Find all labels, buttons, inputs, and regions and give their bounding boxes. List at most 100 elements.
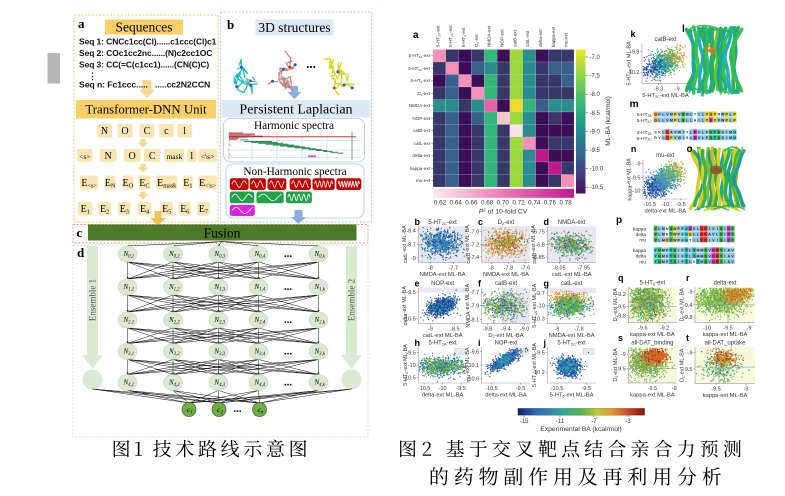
svg-text:M: M <box>696 249 699 253</box>
svg-text:delta-ext ML-BA: delta-ext ML-BA <box>645 209 687 215</box>
svg-text:-9.0: -9.0 <box>590 129 601 135</box>
svg-text:L: L <box>658 118 661 122</box>
svg-text:L: L <box>702 118 705 122</box>
svg-text:L: L <box>702 130 705 134</box>
svg-text:...: ... <box>284 346 293 358</box>
svg-text:NMDA-ext ML-BA: NMDA-ext ML-BA <box>549 333 595 339</box>
svg-text:G: G <box>685 227 688 231</box>
svg-text:W: W <box>721 113 725 117</box>
svg-text:N4,k: N4,k <box>314 379 326 389</box>
svg-text:N0,4: N0,4 <box>254 250 266 260</box>
svg-text:-7.2: -7.2 <box>470 242 479 248</box>
svg-text:E3: E3 <box>120 204 129 216</box>
svg-text:C: C <box>701 227 704 231</box>
svg-text:O: O <box>121 126 128 137</box>
svg-text:-9.5: -9.5 <box>590 148 601 154</box>
svg-text:P: P <box>674 113 677 117</box>
svg-text:D3-ext: D3-ext <box>417 91 430 97</box>
svg-text:h: h <box>415 338 421 348</box>
svg-text:-9: -9 <box>672 386 677 392</box>
svg-text:C: C <box>701 233 704 237</box>
svg-text:Y: Y <box>654 227 657 231</box>
svg-text:L: L <box>716 233 719 237</box>
svg-text:F: F <box>681 227 684 231</box>
svg-text:EC: EC <box>139 178 149 190</box>
svg-text:a: a <box>78 16 85 31</box>
svg-text:S: S <box>670 227 673 231</box>
svg-text:EN: EN <box>105 178 116 190</box>
svg-text:0.64: 0.64 <box>450 200 463 207</box>
svg-text:S: S <box>654 130 657 134</box>
svg-text:-9.8: -9.8 <box>683 315 692 321</box>
svg-text:-9.5: -9.5 <box>631 175 640 181</box>
svg-text:5-HT2A-ext: 5-HT2A-ext <box>408 53 430 59</box>
svg-text:5-HT6-ext: 5-HT6-ext <box>461 27 467 47</box>
svg-text:catB-ext ML-BA: catB-ext ML-BA <box>531 225 538 264</box>
svg-text:Y: Y <box>731 238 734 242</box>
svg-text:M: M <box>729 130 732 134</box>
svg-text:NMDA-ext ML-BA: NMDA-ext ML-BA <box>420 272 466 278</box>
svg-text:T: T <box>693 254 696 258</box>
svg-text:<s>: <s> <box>79 152 90 161</box>
svg-text:5-HT2A-ext: 5-HT2A-ext <box>428 341 457 347</box>
svg-text:N0,2: N0,2 <box>168 250 180 260</box>
svg-text:M: M <box>662 238 665 242</box>
svg-text:catL-ext ML-BA: catL-ext ML-BA <box>552 272 592 278</box>
svg-text:Y: Y <box>731 227 734 231</box>
svg-text:j: j <box>543 338 547 348</box>
svg-text:5-HT2C-ext ML-BA: 5-HT2C-ext ML-BA <box>642 93 689 99</box>
svg-text:5-HT2A: 5-HT2A <box>637 130 652 136</box>
svg-text:V: V <box>712 238 715 242</box>
svg-text:-6.75: -6.75 <box>532 230 545 236</box>
svg-text:L: L <box>690 113 693 117</box>
svg-text:D: D <box>712 254 715 258</box>
svg-text:k: k <box>631 29 637 39</box>
svg-text:N3,4: N3,4 <box>254 348 266 358</box>
svg-text:q: q <box>618 273 624 283</box>
svg-text:S: S <box>674 254 677 258</box>
svg-text:G: G <box>654 113 657 117</box>
svg-text:L: L <box>658 227 661 231</box>
svg-text:all-DAT_binding: all-DAT_binding <box>631 341 673 347</box>
svg-text:T: T <box>693 249 696 253</box>
svg-text:-11: -11 <box>556 418 565 425</box>
svg-text:5-HT2C-ext: 5-HT2C-ext <box>557 341 586 347</box>
svg-text:delta: delta <box>636 232 647 238</box>
svg-text:S: S <box>704 254 707 258</box>
svg-text:...: ... <box>284 248 293 260</box>
svg-text:E<\s>: E<\s> <box>199 178 217 190</box>
svg-text:-9: -9 <box>621 352 626 358</box>
svg-text:kappa-ext ML-BA: kappa-ext ML-BA <box>703 393 748 399</box>
svg-text:kappa-ext ML-BA: kappa-ext ML-BA <box>703 332 748 338</box>
svg-text:D: D <box>710 118 713 122</box>
svg-text:A: A <box>694 118 697 122</box>
svg-text:A: A <box>708 233 711 237</box>
svg-text:C: C <box>693 260 696 264</box>
svg-text:catB-ext: catB-ext <box>654 37 676 43</box>
svg-text:I: I <box>724 233 725 237</box>
svg-text:A: A <box>727 249 730 253</box>
svg-text:C: C <box>666 136 669 140</box>
svg-text:c: c <box>478 217 483 227</box>
svg-text:M: M <box>662 227 665 231</box>
svg-text:5-HT6-ext ML-BA: 5-HT6-ext ML-BA <box>403 344 409 386</box>
svg-text:D: D <box>727 238 730 242</box>
svg-text:Non-Harmonic spectra: Non-Harmonic spectra <box>243 166 346 178</box>
svg-text:L: L <box>686 118 689 122</box>
svg-text:T: T <box>697 260 700 264</box>
svg-text:I: I <box>678 254 679 258</box>
svg-text:P: P <box>678 227 681 231</box>
svg-text:I: I <box>694 238 695 242</box>
svg-text:V: V <box>708 249 711 253</box>
svg-text:l: l <box>190 151 193 162</box>
svg-text:C: C <box>666 130 669 134</box>
svg-text:M: M <box>662 260 665 264</box>
svg-text:P: P <box>670 136 673 140</box>
svg-text:N2,2: N2,2 <box>168 316 180 326</box>
svg-text:F: F <box>681 238 684 242</box>
svg-text:-9.5: -9.5 <box>711 387 720 393</box>
svg-text:F: F <box>681 249 684 253</box>
svg-text:L: L <box>662 118 665 122</box>
svg-text:D2-ext ML-BA: D2-ext ML-BA <box>613 288 619 322</box>
svg-text:N2,4: N2,4 <box>254 316 266 326</box>
